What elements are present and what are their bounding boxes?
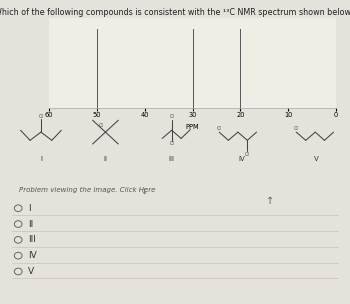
Text: Cl: Cl — [169, 141, 174, 147]
Text: PPM: PPM — [186, 124, 199, 130]
Text: IV: IV — [238, 156, 245, 162]
Text: I: I — [40, 156, 42, 162]
Text: Cl: Cl — [169, 115, 174, 119]
Text: Cl: Cl — [245, 152, 250, 157]
Text: Cl: Cl — [99, 123, 104, 128]
Text: ↑: ↑ — [266, 196, 274, 206]
Text: ↓: ↓ — [140, 187, 147, 196]
Text: V: V — [28, 267, 34, 276]
Text: Cl: Cl — [38, 114, 43, 119]
Text: IV: IV — [28, 251, 37, 260]
Text: Which of the following compounds is consistent with the ¹³C NMR spectrum shown b: Which of the following compounds is cons… — [0, 8, 350, 17]
Text: III: III — [169, 156, 175, 162]
Text: Problem viewing the image. Click Here: Problem viewing the image. Click Here — [19, 187, 156, 193]
Text: II: II — [104, 156, 107, 162]
Text: I: I — [28, 204, 31, 213]
Text: Cl: Cl — [294, 126, 299, 131]
Text: III: III — [28, 235, 36, 244]
Text: Cl: Cl — [217, 126, 222, 131]
Text: V: V — [314, 156, 318, 162]
Text: II: II — [28, 219, 33, 229]
